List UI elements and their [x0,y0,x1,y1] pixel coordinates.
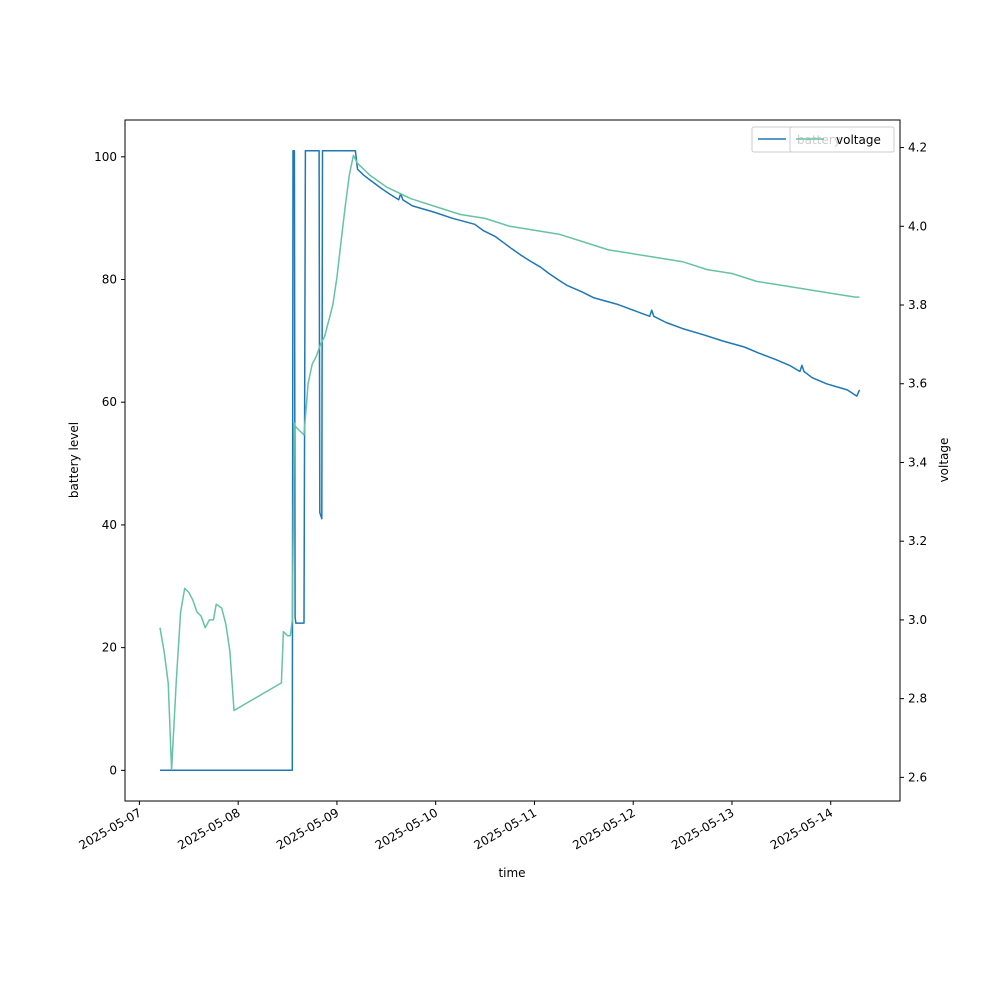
plot-frame [124,119,901,802]
y-left-tick-label: 60 [102,395,117,409]
y-axis-right-label: voltage [937,438,951,483]
y-right-tick-label: 4.0 [908,219,927,233]
y-right-tick-label: 3.8 [908,298,927,312]
y-right-tick-label: 2.6 [908,770,927,784]
y-right-tick-label: 3.4 [908,455,927,469]
series-line-battery [160,149,861,772]
y-left-tick-label: 0 [109,763,117,777]
y-right-tick-label: 3.2 [908,534,927,548]
plot-area [159,149,861,772]
y-right-tick-label: 2.8 [908,692,927,706]
x-axis-label: time [498,866,525,880]
y-left-tick-label: 40 [102,518,117,532]
y-axis-left-label: battery level [67,422,81,498]
y-left-tick-label: 80 [102,273,117,287]
legend-voltage-box [789,126,895,153]
y-axis-left: 0 20 40 60 80 100 [94,150,125,777]
y-right-tick-label: 3.6 [908,377,927,391]
series-line-voltage [159,154,860,771]
y-right-tick-label: 4.2 [908,141,927,155]
y-axis-right: 2.6 2.8 3.0 3.2 3.4 3.6 3.8 4.0 4.2 [900,141,927,784]
legend-voltage: voltage [789,126,895,153]
y-left-tick-label: 100 [94,150,117,164]
y-right-tick-label: 3.0 [908,613,927,627]
y-left-tick-label: 20 [102,641,117,655]
legend-voltage-label: voltage [836,133,881,147]
